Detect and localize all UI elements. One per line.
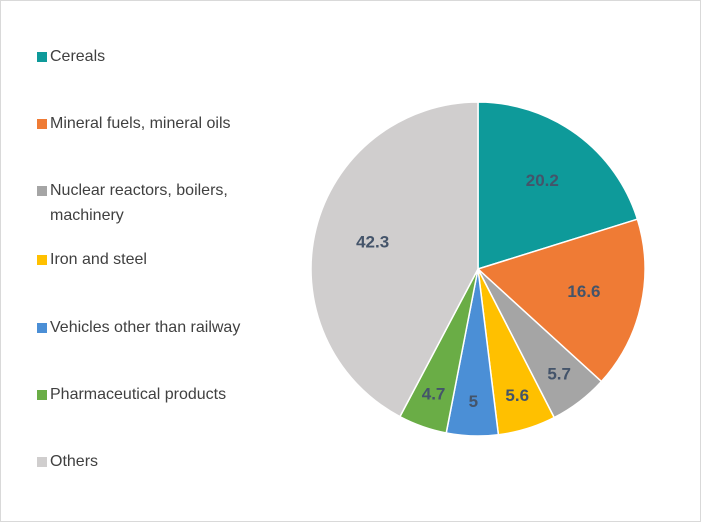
data-label: 16.6 bbox=[567, 282, 600, 301]
legend-item: Nuclear reactors, boilers, machinery bbox=[37, 178, 252, 228]
legend-item: Mineral fuels, mineral oils bbox=[37, 111, 252, 136]
legend-swatch bbox=[37, 390, 47, 400]
legend-label: Mineral fuels, mineral oils bbox=[50, 115, 231, 132]
legend-swatch bbox=[37, 457, 47, 467]
legend-label: Cereals bbox=[50, 48, 106, 65]
data-label: 20.2 bbox=[526, 171, 559, 190]
data-label: 4.7 bbox=[422, 384, 446, 403]
legend-item: Others bbox=[37, 449, 252, 474]
pie-slice bbox=[476, 218, 646, 383]
legend-item: Vehicles other than railway bbox=[37, 315, 252, 340]
legend-item: Iron and steel bbox=[37, 247, 252, 272]
data-label: 5.6 bbox=[505, 386, 529, 405]
legend-label: Pharmaceutical products bbox=[50, 386, 227, 403]
legend-label: Vehicles other than railway bbox=[50, 319, 241, 336]
legend-item: Cereals bbox=[37, 44, 252, 69]
legend-swatch bbox=[37, 52, 47, 62]
legend-swatch bbox=[37, 119, 47, 129]
data-label: 5 bbox=[469, 392, 478, 411]
data-label: 42.3 bbox=[356, 232, 389, 251]
legend-label: Iron and steel bbox=[50, 251, 147, 268]
pie-slice bbox=[310, 101, 479, 418]
data-label: 5.7 bbox=[547, 365, 571, 384]
legend-swatch bbox=[37, 186, 47, 196]
legend-label: Nuclear reactors, boilers, machinery bbox=[50, 182, 228, 224]
legend-swatch bbox=[37, 255, 47, 265]
legend-item: Pharmaceutical products bbox=[37, 382, 252, 407]
pie-slice bbox=[477, 101, 639, 271]
legend-label: Others bbox=[50, 453, 99, 470]
legend-swatch bbox=[37, 323, 47, 333]
